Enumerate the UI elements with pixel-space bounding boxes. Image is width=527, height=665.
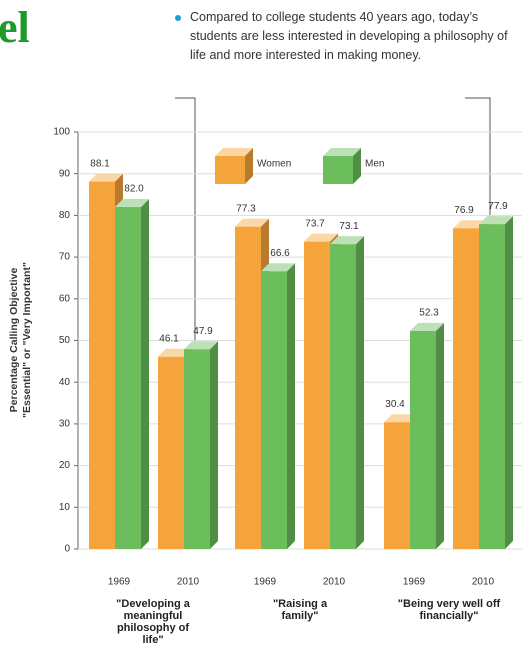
legend-label: Women	[257, 159, 291, 170]
legend-swatch-face	[323, 148, 361, 156]
x-tick-label: 2010	[323, 577, 346, 588]
legend-swatch	[215, 148, 253, 184]
y-tick-label: 80	[59, 210, 71, 221]
bar	[330, 236, 364, 549]
x-tick-label: 1969	[108, 577, 131, 588]
bar-face	[89, 173, 123, 182]
value-label: 66.6	[270, 248, 290, 259]
value-label: 77.9	[488, 201, 508, 212]
bar-face	[261, 263, 295, 272]
legend-swatch	[323, 148, 361, 184]
bar-face	[184, 349, 210, 549]
bar-face	[384, 422, 410, 549]
y-tick-label: 90	[59, 168, 71, 179]
value-label: 73.7	[305, 218, 325, 229]
legend-swatch-face	[245, 148, 253, 184]
bar-face	[304, 233, 338, 242]
group-label: "Raising a family"	[272, 598, 328, 622]
x-tick-label: 1969	[403, 577, 426, 588]
title: el	[0, 3, 30, 52]
y-tick-label: 40	[59, 377, 71, 388]
value-label: 76.9	[454, 205, 474, 216]
bar-face	[287, 263, 295, 549]
bar-face	[453, 228, 479, 549]
annotation: Compared to college students 40 years ag…	[190, 10, 508, 62]
legend-swatch-face	[353, 148, 361, 184]
bar-face	[479, 216, 513, 225]
bar-face	[235, 218, 269, 227]
bar-face	[330, 236, 364, 245]
bar	[184, 341, 218, 549]
bar-face	[261, 271, 287, 549]
y-tick-label: 20	[59, 460, 71, 471]
bar-face	[89, 181, 115, 550]
y-tick-label: 70	[59, 252, 71, 263]
y-axis-label: Percentage Calling Objective	[8, 267, 20, 412]
bar-face	[304, 241, 330, 549]
y-tick-label: 60	[59, 293, 71, 304]
y-tick-label: 10	[59, 502, 71, 513]
bar-face	[235, 226, 261, 549]
value-label: 77.3	[236, 203, 256, 214]
bar-face	[210, 341, 218, 549]
y-tick-label: 100	[53, 127, 70, 138]
group-label: "Being very well off financially"	[397, 598, 501, 622]
bullet	[175, 15, 181, 21]
bar	[261, 263, 295, 549]
bar-face	[384, 414, 418, 423]
y-tick-label: 0	[64, 544, 70, 555]
legend-label: Men	[365, 159, 384, 170]
group-label: "Developing a meaningful philosophy of l…	[116, 598, 190, 646]
x-tick-label: 2010	[177, 577, 200, 588]
bar	[115, 199, 149, 549]
legend-swatch-face	[215, 148, 253, 156]
bar-face	[410, 322, 444, 331]
y-tick-label: 50	[59, 335, 71, 346]
legend-swatch-face	[215, 156, 245, 184]
bar-face	[356, 236, 364, 549]
bar-face	[453, 220, 487, 229]
y-axis-label: "Essential" or "Very Important"	[21, 262, 33, 418]
bar-face	[505, 216, 513, 550]
bar-face	[479, 224, 505, 550]
bar-face	[158, 348, 192, 357]
value-label: 88.1	[90, 158, 110, 169]
bar-face	[330, 244, 356, 549]
legend-swatch-face	[323, 156, 353, 184]
value-label: 46.1	[159, 333, 179, 344]
value-label: 52.3	[419, 308, 439, 319]
value-label: 30.4	[385, 399, 405, 410]
bar-face	[410, 330, 436, 549]
bar-face	[436, 322, 444, 549]
bar-face	[158, 356, 184, 549]
value-label: 47.9	[193, 326, 213, 337]
bar-face	[184, 341, 218, 350]
bar-face	[115, 207, 141, 549]
bar-face	[115, 199, 149, 208]
x-tick-label: 2010	[472, 577, 495, 588]
value-label: 73.1	[339, 221, 359, 232]
bar-face	[141, 199, 149, 549]
annotation-line	[175, 97, 196, 345]
bar	[479, 216, 513, 550]
value-label: 82.0	[124, 184, 144, 195]
annotation-line	[465, 97, 491, 232]
x-tick-label: 1969	[254, 577, 277, 588]
bar	[410, 322, 444, 549]
y-tick-label: 30	[59, 419, 71, 430]
